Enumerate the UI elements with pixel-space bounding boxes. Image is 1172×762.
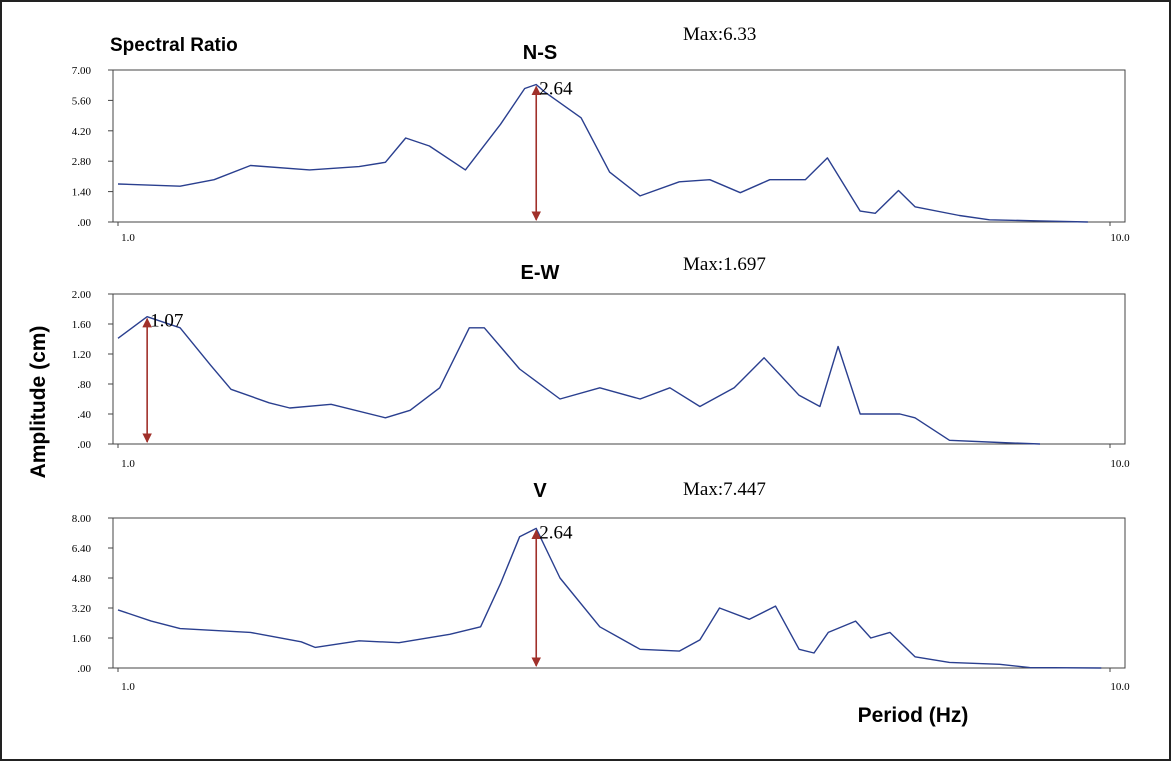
y-tick-label: 4.20 [72,126,92,138]
x-tick-label: 10.0 [1110,458,1130,470]
panel-title: N-S [523,42,557,64]
max-annotation: Max:1.697 [683,254,766,275]
max-annotation: Max:7.447 [683,479,766,500]
plot-frame [112,69,1126,223]
x-tick-label: 1.0 [121,681,135,693]
figure-title: Spectral Ratio [110,35,238,56]
panel-title: V [533,480,547,502]
plot-frame [112,517,1126,669]
y-tick-label: 3.20 [72,603,92,615]
spectrum-line [117,83,1088,223]
peak-label: 1.07 [150,311,183,332]
y-tick-label: 1.60 [72,319,92,331]
y-tick-label: 1.40 [72,187,92,199]
y-axis-label: Amplitude (cm) [27,326,50,479]
peak-label: 2.64 [539,522,573,543]
y-tick-label: 2.80 [72,156,92,168]
y-tick-label: .00 [77,217,91,229]
y-tick-label: 6.40 [72,543,92,555]
spectrum-line [117,316,1041,445]
y-tick-label: .80 [77,379,91,391]
x-tick-label: 10.0 [1110,232,1130,244]
y-tick-label: .40 [77,409,91,421]
x-tick-label: 1.0 [121,232,135,244]
y-tick-label: 1.60 [72,633,92,645]
x-tick-label: 10.0 [1110,681,1130,693]
y-tick-label: 5.60 [72,95,92,107]
max-annotation: Max:6.33 [683,24,756,45]
x-tick-label: 1.0 [121,458,135,470]
plot-frame [112,293,1126,445]
peak-label: 2.64 [539,79,573,100]
y-tick-label: 7.00 [72,65,92,77]
y-tick-label: .00 [77,439,91,451]
x-axis-label: Period (Hz) [858,704,969,727]
y-tick-label: .00 [77,663,91,675]
y-tick-label: 2.00 [72,289,92,301]
panel-title: E-W [521,262,560,284]
spectrum-line [117,527,1102,669]
y-tick-label: 8.00 [72,513,92,525]
y-tick-label: 1.20 [72,349,92,361]
y-tick-label: 4.80 [72,573,92,585]
